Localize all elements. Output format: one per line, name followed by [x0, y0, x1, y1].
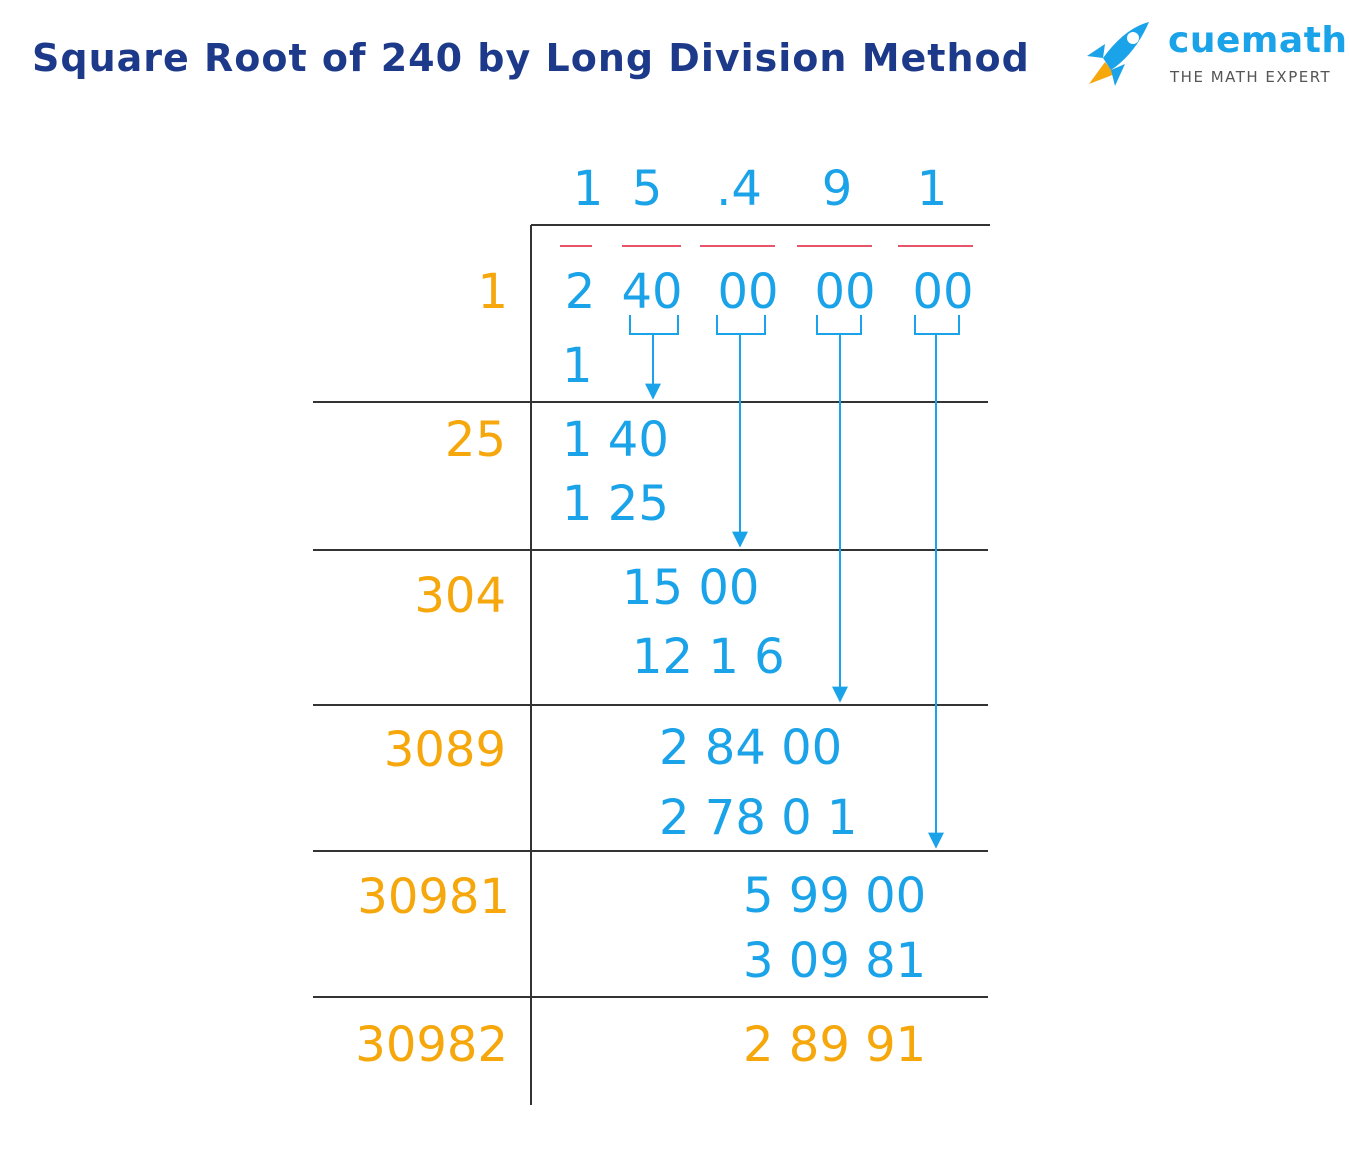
bring-down-arrows — [645, 334, 944, 849]
dividend-group: 00 — [717, 264, 778, 320]
divisors: 1 25 304 3089 30981 30982 — [355, 264, 510, 1073]
quotient: 1 5 .4 9 1 — [573, 161, 948, 217]
step-4-subtrahend: 3 09 81 — [743, 933, 926, 989]
step-3-subtrahend: 2 78 0 1 — [659, 790, 857, 846]
step-1-subtrahend: 1 25 — [562, 476, 669, 532]
divisor: 3089 — [384, 722, 506, 778]
step-4-dividend: 5 99 00 — [743, 868, 926, 924]
dividend-group: 00 — [814, 264, 875, 320]
step-2-dividend: 15 00 — [622, 560, 759, 616]
quotient-digit: 5 — [632, 161, 663, 217]
division-frame — [313, 224, 990, 1105]
quotient-digit: .4 — [716, 161, 762, 217]
divisor: 304 — [414, 568, 506, 624]
page-title: Square Root of 240 by Long Division Meth… — [32, 36, 1030, 80]
quotient-digit: 9 — [822, 161, 853, 217]
dividend-group: 00 — [912, 264, 973, 320]
rocket-icon — [1087, 22, 1149, 86]
dividend: 2 40 00 00 00 — [565, 264, 974, 320]
divisor: 30982 — [355, 1017, 508, 1073]
step-1-dividend: 1 40 — [562, 412, 669, 468]
brand-name: cuemath — [1168, 20, 1348, 61]
divisor: 1 — [477, 264, 508, 320]
brand-tagline: THE MATH EXPERT — [1170, 68, 1332, 86]
quotient-digit: 1 — [917, 161, 948, 217]
first-subtrahend: 1 — [562, 338, 593, 394]
remainder: 2 89 91 — [743, 1017, 926, 1073]
remainder-value: 2 89 91 — [743, 1017, 926, 1073]
dividend-group: 40 — [621, 264, 682, 320]
dividend-group: 2 — [565, 264, 596, 320]
divisor: 30981 — [357, 869, 510, 925]
working-steps: 1 1 40 1 25 15 00 12 1 6 2 84 00 2 78 0 … — [562, 338, 926, 989]
brand-logo: cuemath THE MATH EXPERT — [1075, 14, 1347, 94]
step-2-subtrahend: 12 1 6 — [632, 629, 785, 685]
step-3-dividend: 2 84 00 — [659, 720, 842, 776]
quotient-digit: 1 — [573, 161, 604, 217]
divisor: 25 — [445, 412, 506, 468]
